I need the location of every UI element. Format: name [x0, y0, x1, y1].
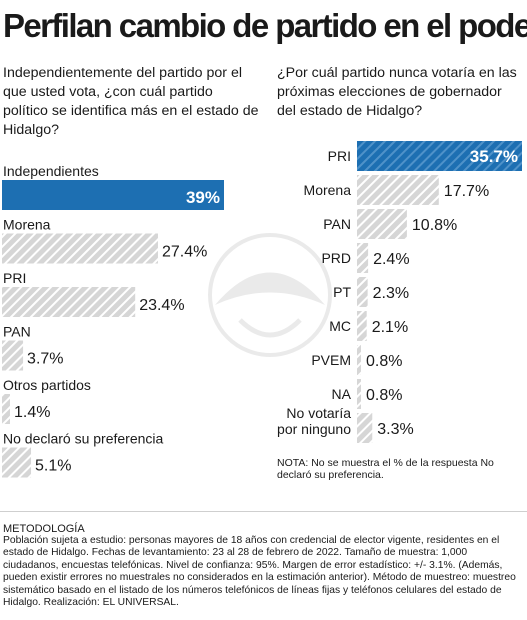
right-category-label: Morena: [304, 182, 352, 198]
left-category-label: Morena: [3, 217, 51, 233]
right-bar: [357, 345, 361, 375]
left-bar: [2, 394, 10, 424]
right-value-label: 17.7%: [444, 183, 489, 200]
right-category-label: PT: [333, 284, 351, 300]
right-bar: [357, 209, 407, 239]
right-bar: [357, 277, 368, 307]
right-value-label: 0.8%: [366, 353, 402, 370]
right-value-label: 2.4%: [373, 251, 409, 268]
chart-note: NOTA: No se muestra el % de la respuesta…: [277, 457, 494, 481]
right-category-label: MC: [329, 318, 351, 334]
right-category-label: No votaría por ninguno: [277, 405, 351, 437]
left-value-label: 1.4%: [14, 404, 50, 421]
right-bar: [357, 413, 373, 443]
right-bar: [357, 379, 361, 409]
left-value-label: 27.4%: [162, 244, 207, 261]
left-value-label: 3.7%: [27, 351, 63, 368]
left-question: Independientemente del partido por el qu…: [3, 65, 259, 138]
right-value-label: 0.8%: [366, 387, 402, 404]
left-bar: [2, 287, 136, 317]
eagle-watermark-icon: [208, 233, 332, 357]
right-category-label: PAN: [323, 216, 351, 232]
right-bar: [357, 175, 439, 205]
page-title: Perfilan cambio de partido en el poder: [3, 7, 527, 44]
right-category-label: NA: [332, 386, 352, 402]
right-value-label: 10.8%: [412, 217, 457, 234]
methodology-text: Población sujeta a estudio: personas may…: [3, 535, 516, 609]
bar-charts: Independientes 39% Morena 27.4% PRI 23.4% PAN 3…: [2, 141, 522, 478]
left-bar: [2, 180, 224, 210]
left-bar: [2, 233, 158, 264]
right-bar: [357, 311, 367, 341]
left-value-label: 5.1%: [35, 458, 71, 475]
right-category-label: PRI: [328, 148, 351, 164]
left-category-label: Independientes: [3, 163, 99, 179]
right-category-label: PVEM: [311, 352, 351, 368]
left-category-label: PAN: [3, 324, 31, 340]
right-bar: [357, 141, 522, 171]
right-value-label: 2.1%: [372, 319, 408, 336]
left-category-label: PRI: [3, 270, 26, 286]
left-bar: [2, 340, 24, 371]
right-bar: [357, 243, 369, 273]
right-value-label: 3.3%: [377, 421, 413, 438]
left-bar: [2, 447, 32, 478]
right-category-label: PRD: [321, 250, 351, 266]
left-value-label: 39%: [186, 188, 220, 207]
right-question: ¿Por cuál partido nunca votaría en las p…: [277, 65, 517, 119]
left-category-label: Otros partidos: [3, 377, 91, 393]
left-category-label: No declaró su preferencia: [3, 431, 164, 447]
methodology-title: METODOLOGÍA: [3, 523, 85, 535]
right-value-label: 2.3%: [373, 285, 409, 302]
divider: [0, 511, 527, 512]
left-value-label: 23.4%: [139, 297, 184, 314]
right-value-label: 35.7%: [470, 147, 518, 166]
